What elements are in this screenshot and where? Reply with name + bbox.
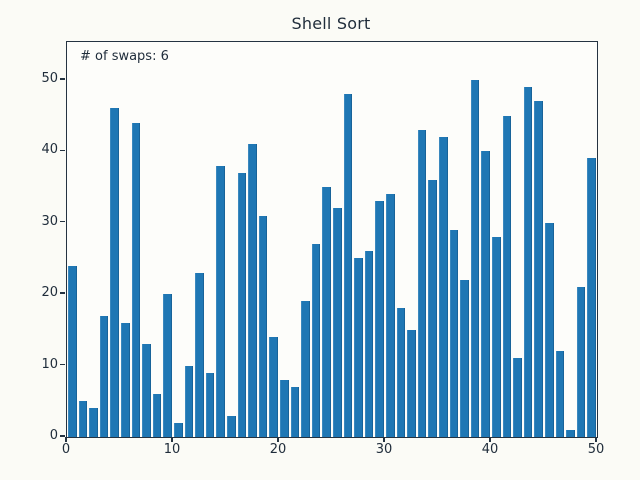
bar: [174, 422, 183, 437]
x-axis-tick-label: 20: [269, 442, 287, 457]
bar: [68, 265, 77, 437]
y-axis-tick-label: 40: [41, 142, 58, 158]
y-axis-tick-label: 0: [49, 428, 58, 443]
bar: [587, 158, 596, 437]
bar: [290, 387, 300, 437]
bar: [481, 151, 490, 437]
y-axis-tick: [60, 363, 65, 366]
bars-container: [67, 42, 597, 437]
x-axis-tick: [65, 437, 67, 442]
bar: [110, 108, 119, 437]
x-axis-tick: [171, 437, 173, 442]
bar: [163, 294, 172, 437]
y-axis-tick-label: 30: [41, 213, 58, 229]
bar: [280, 379, 289, 437]
bar: [396, 308, 406, 437]
bar: [343, 94, 353, 437]
bar: [78, 401, 88, 437]
bar: [142, 344, 151, 437]
bar: [258, 215, 268, 437]
y-axis-tick-label: 10: [41, 356, 58, 372]
bar: [184, 365, 194, 437]
swaps-annotation: # of swaps: 6: [80, 49, 169, 64]
bar: [545, 222, 554, 437]
bar: [523, 87, 533, 437]
y-axis-tick-label: 20: [41, 285, 58, 301]
x-axis-tick-label: 10: [163, 442, 181, 457]
y-axis-tick: [60, 435, 65, 437]
bar: [269, 337, 278, 437]
bar: [534, 101, 543, 437]
x-axis-tick: [277, 437, 279, 442]
bar: [354, 258, 363, 437]
x-axis-tick-label: 0: [61, 442, 71, 457]
plot-area: # of swaps: 6: [66, 41, 598, 438]
bar: [492, 237, 501, 437]
bar: [248, 144, 257, 437]
bar: [470, 79, 480, 437]
bar: [131, 122, 141, 437]
bar: [417, 129, 427, 437]
bar: [439, 137, 448, 437]
bar: [99, 315, 109, 437]
bar: [386, 194, 395, 437]
bar: [311, 244, 321, 437]
bar: [333, 208, 342, 437]
bar: [322, 187, 331, 437]
bar: [301, 301, 310, 437]
bar: [513, 358, 522, 437]
x-axis-tick: [383, 437, 385, 442]
y-axis-tick: [60, 292, 65, 294]
chart-title: Shell Sort: [291, 14, 371, 33]
y-axis-tick: [60, 221, 65, 223]
x-axis-tick-label: 40: [481, 442, 499, 457]
bar: [121, 322, 130, 437]
bar: [555, 351, 565, 437]
bar: [237, 172, 247, 437]
bar: [375, 201, 384, 437]
bar: [195, 272, 204, 437]
x-axis-tick-label: 50: [587, 442, 605, 457]
bar: [152, 394, 162, 437]
y-axis-tick: [60, 78, 65, 80]
bar: [460, 279, 469, 437]
bar: [216, 165, 225, 437]
x-axis-tick-label: 30: [375, 442, 393, 457]
bar: [566, 429, 575, 437]
y-axis-tick-label: 50: [41, 70, 58, 86]
bar: [502, 115, 512, 437]
bar: [89, 408, 98, 437]
bar: [227, 415, 236, 437]
bar: [576, 287, 586, 437]
x-axis-tick: [595, 437, 597, 442]
bar: [428, 179, 437, 437]
x-axis-tick: [489, 437, 491, 442]
bar: [205, 372, 215, 437]
bar: [407, 329, 416, 437]
bar: [449, 229, 459, 437]
y-axis-tick: [60, 149, 65, 151]
bar: [364, 251, 374, 437]
